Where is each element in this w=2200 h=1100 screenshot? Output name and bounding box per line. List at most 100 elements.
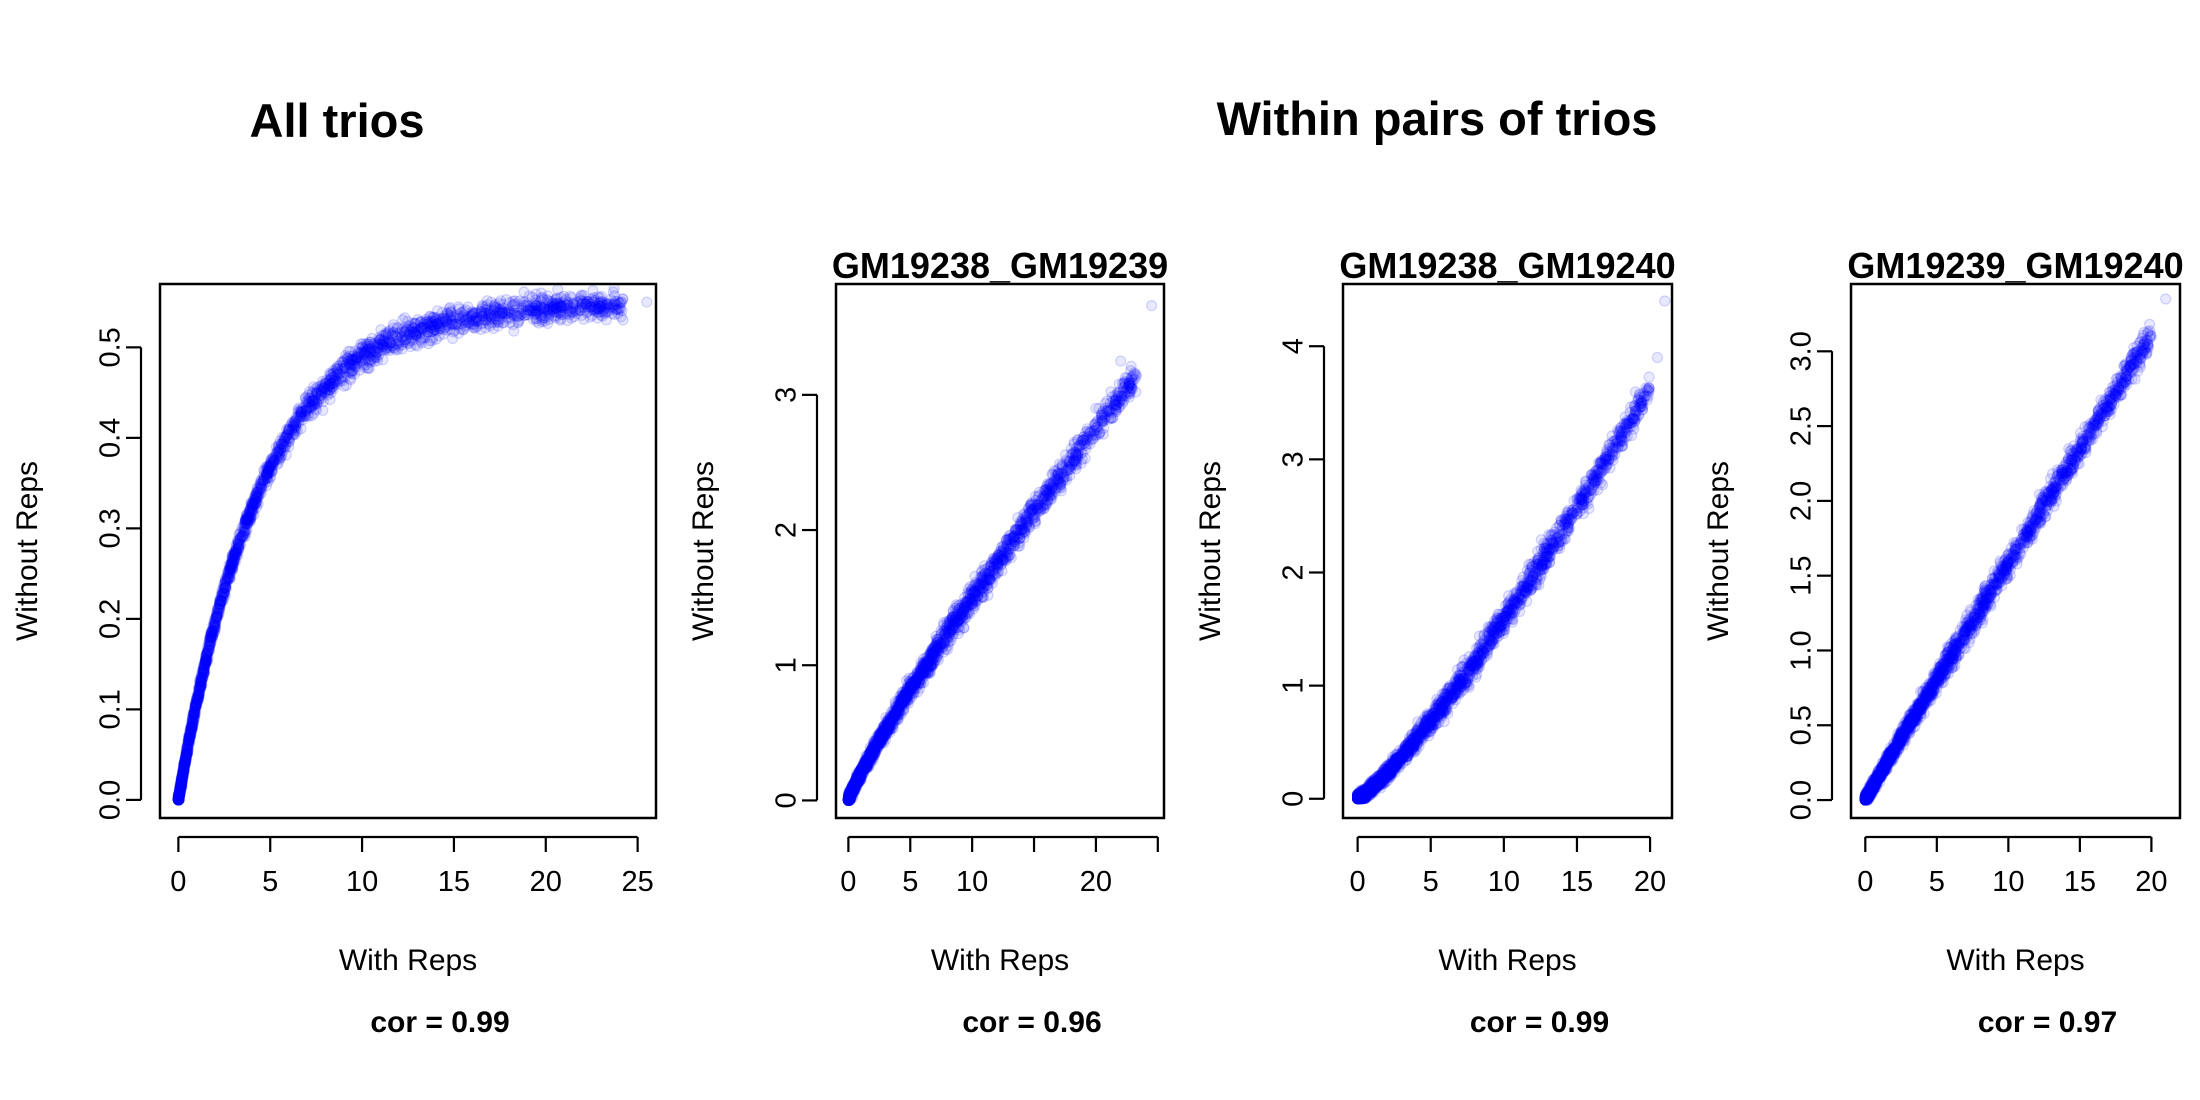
- data-point: [262, 463, 274, 475]
- data-point: [596, 295, 608, 308]
- data-point: [190, 699, 202, 711]
- data-point: [173, 791, 185, 803]
- data-point: [239, 526, 251, 538]
- data-point: [227, 555, 239, 567]
- data-point: [175, 775, 188, 787]
- data-point: [396, 343, 408, 355]
- data-point: [173, 793, 185, 805]
- data-point: [344, 350, 356, 362]
- data-point: [481, 295, 493, 307]
- data-point: [494, 295, 507, 307]
- data-point: [246, 504, 258, 516]
- data-point: [240, 517, 252, 529]
- data-point: [176, 770, 189, 782]
- data-point: [173, 794, 185, 806]
- data-point: [173, 791, 185, 803]
- data-point: [320, 377, 332, 390]
- x-axis: [177, 835, 639, 852]
- data-point: [172, 791, 185, 803]
- data-point: [447, 311, 459, 323]
- data-point: [234, 540, 246, 552]
- data-point: [1090, 402, 1102, 414]
- data-point: [178, 758, 190, 770]
- data-point: [307, 400, 319, 412]
- data-point: [242, 513, 254, 525]
- data-point: [362, 355, 375, 367]
- data-point: [239, 514, 251, 526]
- data-point: [575, 290, 587, 302]
- data-point: [265, 458, 277, 470]
- data-point: [255, 478, 267, 491]
- data-point: [412, 324, 424, 336]
- data-point: [213, 598, 226, 610]
- data-point: [548, 300, 560, 312]
- data-point: [247, 507, 259, 519]
- data-point: [177, 767, 189, 780]
- data-point: [601, 297, 613, 310]
- data-point: [400, 326, 412, 338]
- data-point: [600, 299, 613, 311]
- data-point: [177, 769, 189, 781]
- data-point: [493, 316, 505, 328]
- data-point: [313, 394, 325, 406]
- data-point: [189, 702, 202, 714]
- data-point: [172, 794, 184, 806]
- data-point: [397, 314, 409, 326]
- data-point: [173, 789, 185, 801]
- data-point: [198, 663, 210, 675]
- data-point: [181, 746, 193, 758]
- data-point: [176, 780, 188, 792]
- data-point: [179, 752, 192, 764]
- data-point: [184, 731, 196, 743]
- data-point: [179, 753, 191, 765]
- data-point: [446, 318, 458, 330]
- data-point: [284, 424, 296, 436]
- data-point: [172, 791, 185, 803]
- data-point: [172, 793, 185, 806]
- data-point: [172, 794, 184, 806]
- data-point: [219, 582, 232, 594]
- data-point: [302, 397, 314, 409]
- data-point: [570, 307, 583, 319]
- data-point: [570, 304, 582, 316]
- data-point: [543, 303, 555, 315]
- data-point: [263, 466, 275, 478]
- data-point: [181, 747, 193, 760]
- data-point: [175, 785, 187, 797]
- data-point: [230, 543, 242, 555]
- data-point: [174, 782, 186, 794]
- data-point: [403, 328, 415, 340]
- data-point: [174, 785, 186, 797]
- data-point: [428, 320, 441, 332]
- data-point: [272, 441, 284, 454]
- data-point: [1076, 435, 1088, 447]
- data-point: [552, 307, 564, 319]
- point-cloud: [842, 300, 1158, 807]
- data-point: [581, 301, 593, 313]
- data-point: [200, 657, 212, 669]
- data-point: [252, 485, 264, 497]
- data-point: [204, 639, 216, 651]
- data-point: [196, 671, 208, 683]
- data-point: [434, 313, 446, 325]
- data-point: [475, 305, 487, 317]
- data-point: [494, 303, 506, 315]
- data-point: [388, 341, 400, 354]
- data-point: [331, 366, 343, 378]
- data-point: [219, 575, 232, 587]
- data-point: [244, 506, 257, 518]
- data-point: [174, 778, 186, 790]
- data-point: [174, 782, 186, 794]
- data-point: [192, 689, 204, 701]
- data-point: [434, 323, 446, 335]
- data-point: [217, 591, 229, 603]
- data-point: [299, 404, 311, 416]
- data-point: [456, 318, 468, 330]
- data-point: [509, 298, 521, 310]
- data-point: [335, 371, 348, 383]
- data-point: [172, 794, 185, 806]
- data-point: [283, 423, 295, 436]
- data-point: [181, 748, 193, 760]
- data-point: [173, 794, 185, 806]
- data-point: [385, 337, 397, 349]
